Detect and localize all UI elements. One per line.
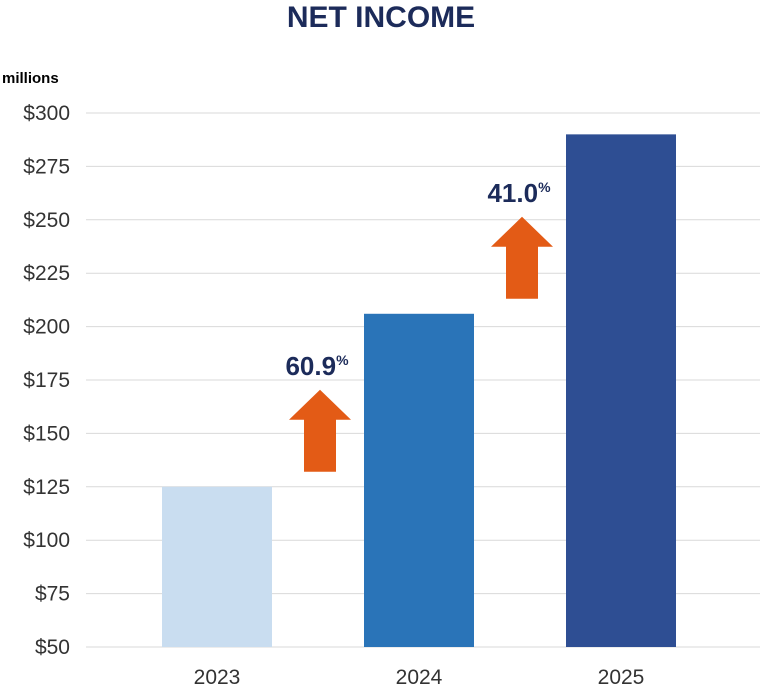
growth-label: 60.9% [285, 351, 349, 381]
unit-label: millions [2, 70, 59, 87]
y-tick-label: $225 [23, 262, 70, 285]
x-tick-label: 2024 [396, 666, 443, 689]
x-tick-label: 2023 [194, 666, 241, 689]
y-tick-label: $200 [23, 316, 70, 339]
up-arrow-icon [491, 216, 553, 299]
growth-annotations: 60.9%41.0% [285, 178, 553, 472]
growth-value: 60.9 [285, 351, 336, 381]
x-tick-label: 2025 [598, 666, 645, 689]
y-tick-label: $50 [35, 636, 70, 659]
y-tick-label: $175 [23, 369, 70, 392]
bars [162, 134, 676, 648]
growth-suffix: % [336, 352, 349, 368]
y-tick-label: $150 [23, 422, 70, 445]
bar-2024 [364, 313, 474, 647]
y-tick-label: $100 [23, 529, 70, 552]
bar-2023 [162, 486, 272, 647]
growth-suffix: % [538, 179, 551, 195]
growth-value: 41.0 [487, 178, 538, 208]
y-tick-label: $125 [23, 476, 70, 499]
chart-title: NET INCOME [286, 1, 476, 34]
y-tick-label: $250 [23, 209, 70, 232]
bar-2025 [566, 134, 676, 648]
y-tick-label: $75 [35, 583, 70, 606]
growth-label: 41.0% [487, 178, 551, 208]
up-arrow-icon [289, 389, 351, 472]
y-tick-label: $275 [23, 155, 70, 178]
y-axis-ticks: $300 $275 $250 $225 $200 $175 $150 $125 $100 $75 $… [23, 102, 70, 659]
y-tick-label: $300 [23, 102, 70, 125]
x-axis-ticks: 2023 2024 2025 [194, 666, 645, 689]
